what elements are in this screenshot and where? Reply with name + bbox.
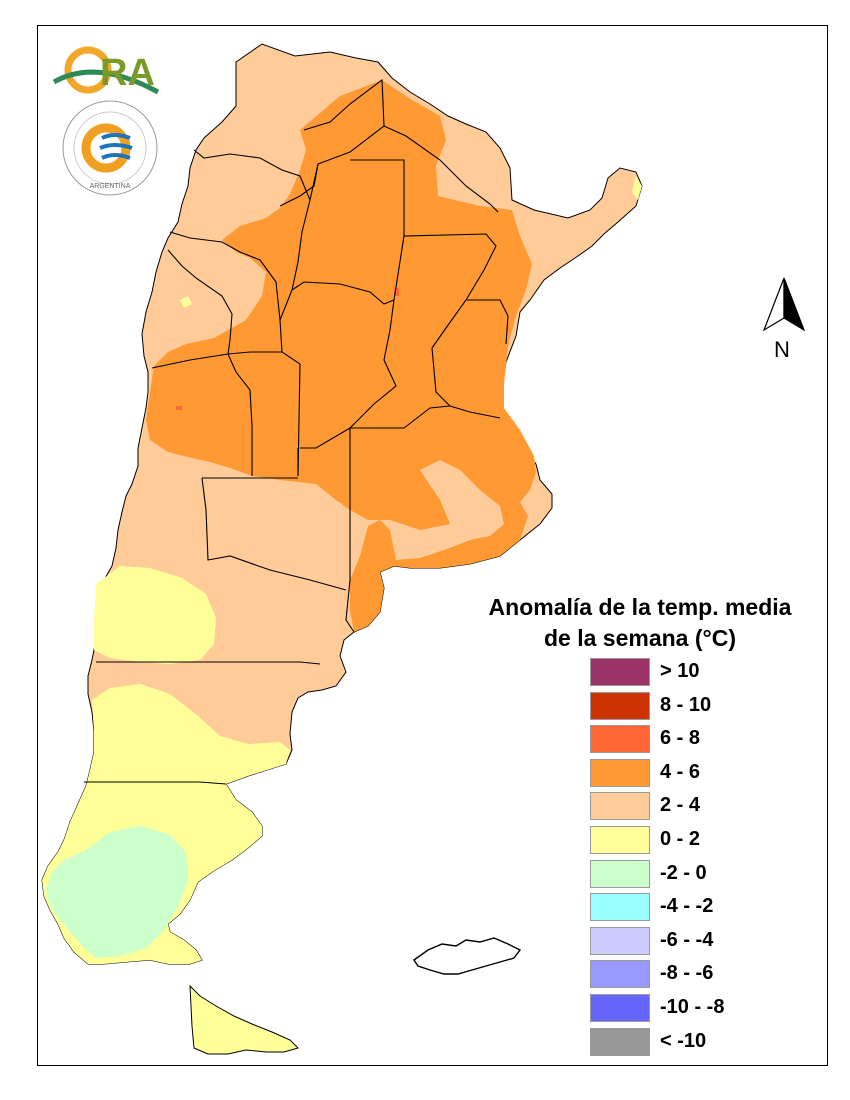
- legend-swatch: [590, 993, 650, 1022]
- legend-label: < -10: [660, 1029, 707, 1052]
- legend-swatch: [590, 926, 650, 955]
- legend-label: -6 - -4: [660, 928, 714, 951]
- legend-swatch: [590, 758, 650, 787]
- legend-swatch: [590, 825, 650, 854]
- north-arrow-icon: [762, 277, 806, 332]
- smn-logo-text: ARGENTINA: [90, 183, 131, 190]
- province-borders: [84, 78, 509, 785]
- ora-logo-text: RA: [100, 52, 155, 94]
- legend-swatch: [590, 1027, 650, 1056]
- legend-swatch: [590, 691, 650, 720]
- islas-malvinas: [413, 937, 522, 975]
- zone-minus2-0: [46, 826, 188, 958]
- legend-swatch: [590, 893, 650, 922]
- legend-label: 8 - 10: [660, 693, 712, 716]
- legend-title: Anomalía de la temp. media de la semana …: [440, 592, 840, 654]
- zone-4-6: [146, 80, 536, 632]
- legend-label: 0 - 2: [660, 827, 701, 850]
- legend-label: 2 - 4: [660, 794, 701, 817]
- legend-title-line2: de la semana (°C): [544, 625, 736, 651]
- legend-title-line1: Anomalía de la temp. media: [488, 594, 792, 620]
- legend-swatch: [590, 960, 650, 989]
- smn-logo: ARGENTINA: [62, 100, 158, 196]
- legend-label: -2 - 0: [660, 861, 707, 884]
- north-label: N: [774, 337, 790, 362]
- legend-label: > 10: [660, 660, 700, 682]
- ora-logo: RA: [52, 46, 160, 95]
- tierra-del-fuego: [189, 984, 299, 1055]
- legend-swatch: [590, 859, 650, 888]
- legend-label: -10 - -8: [660, 995, 725, 1018]
- legend-label: -8 - -6: [660, 962, 714, 985]
- legend-label: 4 - 6: [660, 760, 701, 783]
- legend-label: 6 - 8: [660, 727, 701, 750]
- legend-swatch: [590, 725, 650, 754]
- legend-swatch: [590, 792, 650, 821]
- legend-swatch: [590, 658, 650, 686]
- legend-label: -4 - -2: [660, 895, 714, 918]
